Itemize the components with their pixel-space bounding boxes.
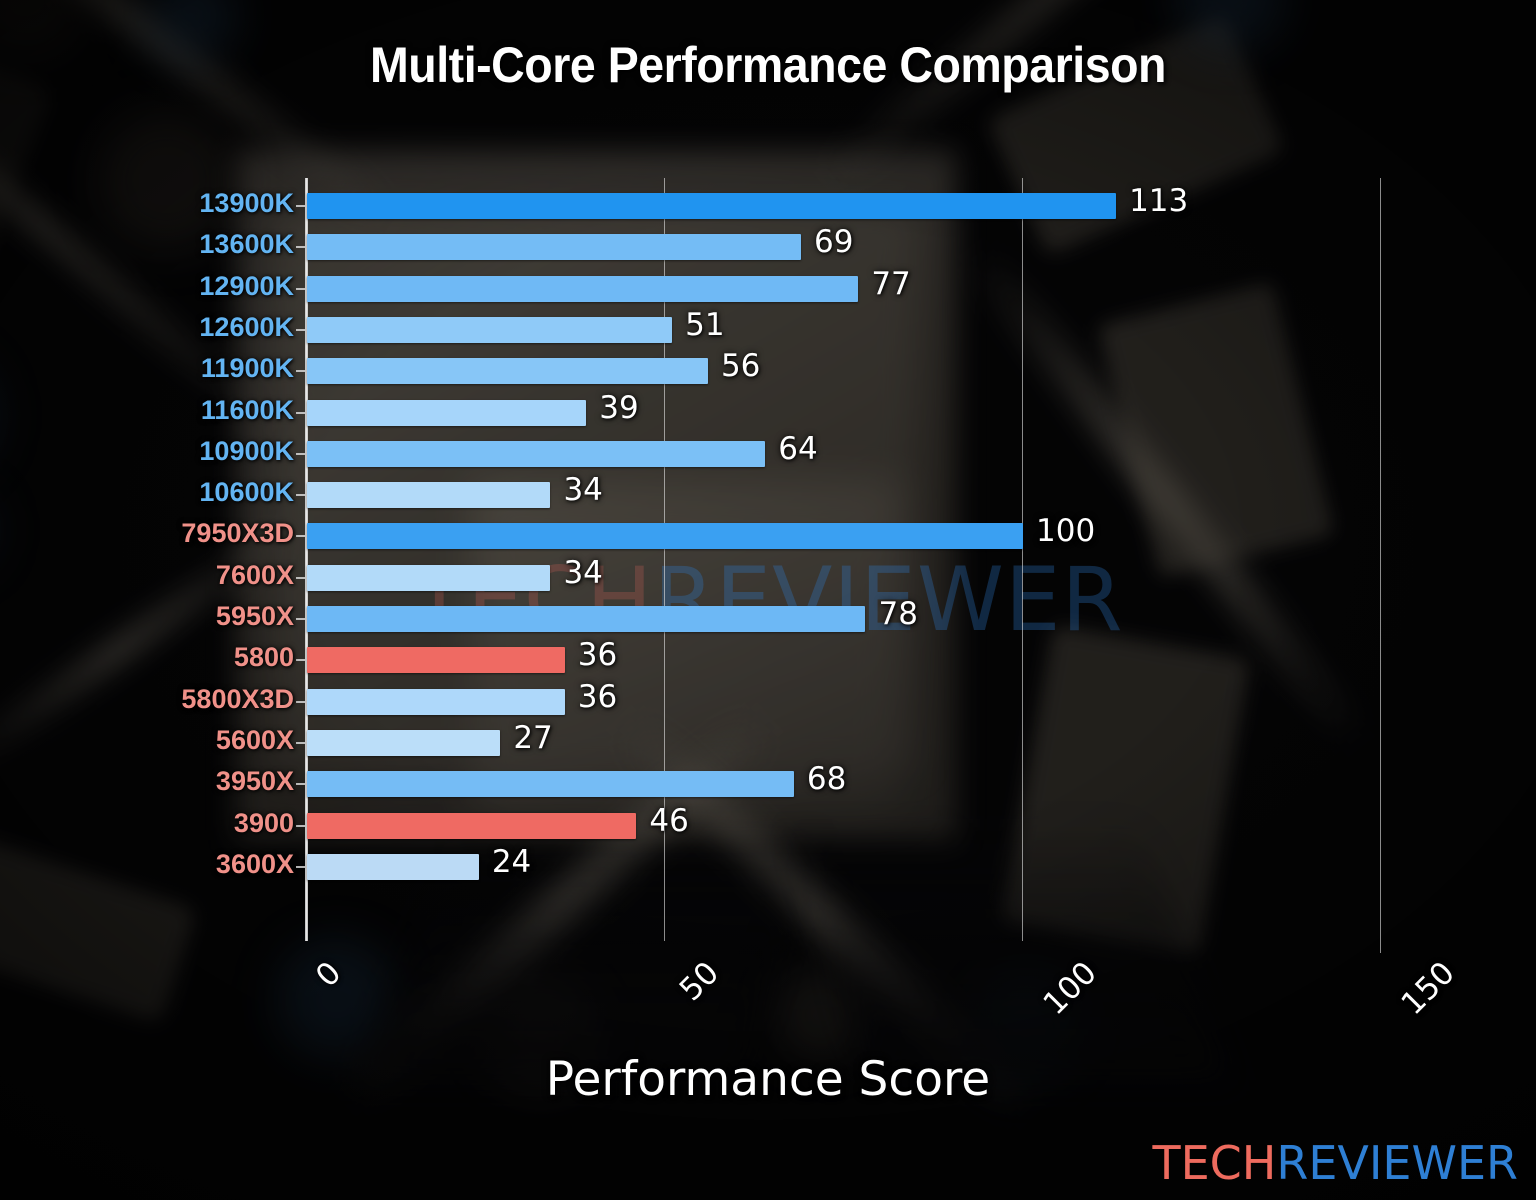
- bar-value-5950x: 78: [878, 596, 918, 632]
- x-tick-label: 0: [308, 954, 349, 995]
- category-label-5800x3d: 5800X3D: [181, 683, 294, 714]
- bar-value-11600k: 39: [599, 389, 639, 426]
- bar-5600x: [307, 729, 501, 756]
- bar-5950x: [307, 606, 866, 632]
- y-tick-mark: [296, 452, 305, 455]
- bar-3950x: [307, 771, 794, 798]
- gridline: [1022, 178, 1023, 941]
- bar-value-10900k: 64: [778, 430, 818, 467]
- techreviewer-logo: TECHREVIEWER: [1152, 1136, 1518, 1190]
- bar-12900k: [307, 275, 859, 302]
- category-label-5600x: 5600X: [215, 724, 294, 755]
- y-tick-mark: [296, 618, 305, 620]
- y-tick-mark: [296, 824, 305, 827]
- category-label-12600k: 12600K: [199, 311, 294, 342]
- y-tick-mark: [296, 659, 305, 662]
- y-tick-mark: [296, 411, 305, 414]
- y-tick-mark: [296, 783, 305, 786]
- bar-10600k: [307, 482, 551, 509]
- x-tick-label: 50: [672, 954, 727, 1009]
- category-label-12900k: 12900K: [199, 270, 294, 301]
- bar-value-7950x3d: 100: [1036, 513, 1096, 550]
- y-tick-mark: [296, 328, 305, 331]
- bar-value-12900k: 77: [871, 265, 911, 302]
- bar-value-5800: 36: [577, 637, 618, 674]
- bar-value-3900: 46: [649, 802, 689, 839]
- x-tick-label: 150: [1394, 954, 1462, 1023]
- y-tick-mark: [296, 246, 305, 249]
- category-label-5800: 5800: [233, 642, 294, 673]
- category-label-13600k: 13600K: [199, 229, 294, 260]
- category-label-3950x: 3950X: [215, 766, 294, 797]
- logo-tech: TECH: [1152, 1136, 1277, 1190]
- bar-10900k: [307, 440, 766, 467]
- category-label-3600x: 3600X: [215, 848, 294, 879]
- y-tick-mark: [296, 865, 305, 868]
- gridline: [1380, 178, 1381, 953]
- bar-11900k: [307, 358, 708, 385]
- bar-5800: [307, 647, 565, 674]
- chart-title: Multi-Core Performance Comparison: [370, 37, 1166, 93]
- category-label-10600k: 10600K: [199, 477, 294, 508]
- bar-value-10600k: 34: [563, 472, 603, 509]
- bar-7950x3d: [307, 523, 1023, 550]
- bar-13900k: [307, 193, 1117, 219]
- bar-value-3600x: 24: [491, 843, 532, 880]
- bar-value-13600k: 69: [814, 224, 854, 261]
- category-label-3900: 3900: [233, 807, 294, 838]
- y-tick-mark: [296, 287, 305, 290]
- bar-value-7600x: 34: [563, 554, 603, 591]
- bar-7600x: [307, 564, 551, 591]
- category-label-11600k: 11600K: [200, 394, 294, 425]
- bar-value-12600k: 51: [685, 306, 725, 343]
- y-tick-mark: [296, 494, 305, 497]
- bar-3600x: [307, 853, 479, 880]
- bar-11600k: [307, 399, 587, 426]
- bar-5800x3d: [307, 688, 565, 715]
- x-axis-label: Performance Score: [545, 1052, 991, 1107]
- category-label-10900k: 10900K: [199, 435, 294, 466]
- y-tick-mark: [296, 741, 305, 744]
- category-label-11900k: 11900K: [200, 353, 294, 384]
- bar-value-5800x3d: 36: [577, 678, 618, 715]
- y-tick-mark: [296, 576, 305, 579]
- bar-value-5600x: 27: [513, 719, 553, 756]
- bar-3900: [307, 812, 637, 839]
- bar-value-3950x: 68: [806, 761, 847, 798]
- gridline: [306, 178, 308, 941]
- bar-value-13900k: 113: [1129, 183, 1189, 219]
- bar-13600k: [307, 234, 802, 261]
- y-tick-mark: [296, 205, 305, 207]
- category-label-5950x: 5950X: [215, 601, 294, 631]
- bar-12600k: [307, 316, 673, 343]
- bar-value-11900k: 56: [720, 348, 761, 385]
- category-label-7950x3d: 7950X3D: [181, 518, 294, 549]
- y-tick-mark: [296, 535, 305, 538]
- category-label-7600x: 7600X: [215, 559, 294, 590]
- logo-reviewer: REVIEWER: [1276, 1136, 1518, 1190]
- category-label-13900k: 13900K: [199, 188, 294, 218]
- y-tick-mark: [296, 370, 305, 373]
- x-tick-label: 100: [1036, 954, 1104, 1023]
- gridline: [664, 178, 665, 941]
- y-tick-mark: [296, 700, 305, 703]
